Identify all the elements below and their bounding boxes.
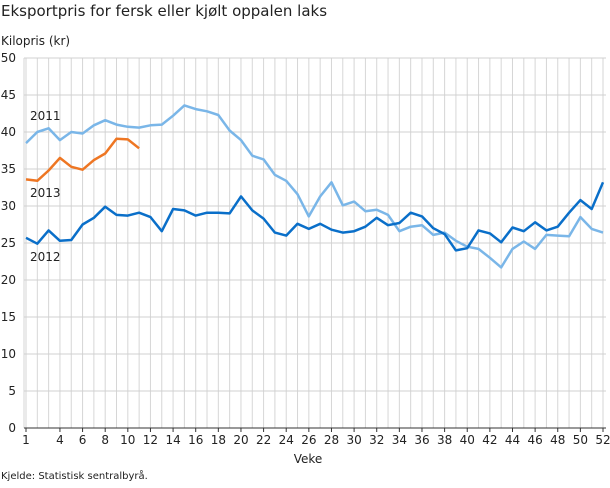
y-tick-label: 5	[8, 384, 16, 398]
y-tick-label: 20	[1, 273, 16, 287]
x-tick-label: 18	[211, 433, 226, 447]
y-tick-label: 35	[1, 162, 16, 176]
y-tick-label: 15	[1, 310, 16, 324]
x-tick-label: 4	[56, 433, 64, 447]
y-tick-label: 0	[8, 421, 16, 435]
x-tick-label: 36	[414, 433, 429, 447]
x-tick-label: 44	[505, 433, 520, 447]
y-tick-label: 10	[1, 347, 16, 361]
x-tick-label: 1	[22, 433, 30, 447]
series-label-2011: 2011	[30, 109, 61, 123]
x-tick-label: 20	[233, 433, 248, 447]
x-tick-label: 16	[188, 433, 203, 447]
series-label-2013: 2013	[30, 186, 61, 200]
x-tick-label: 48	[550, 433, 565, 447]
x-tick-label: 40	[460, 433, 475, 447]
x-tick-label: 12	[143, 433, 158, 447]
x-tick-label: 42	[482, 433, 497, 447]
x-tick-label: 38	[437, 433, 452, 447]
series-label-2012: 2012	[30, 250, 61, 264]
y-tick-label: 25	[1, 236, 16, 250]
series-line-2011	[25, 104, 604, 269]
x-tick-label: 14	[165, 433, 180, 447]
x-axis-label: Veke	[294, 452, 323, 466]
x-tick-label: 52	[595, 433, 610, 447]
y-axis-label: Kilopris (kr)	[1, 34, 71, 48]
x-tick-label: 34	[392, 433, 407, 447]
y-tick-label: 30	[1, 199, 16, 213]
x-tick-label: 22	[256, 433, 271, 447]
y-tick-label: 50	[1, 51, 16, 65]
series-line-2012	[25, 181, 605, 252]
x-tick-label: 30	[346, 433, 361, 447]
x-tick-label: 46	[527, 433, 542, 447]
x-tick-label: 50	[573, 433, 588, 447]
chart-title: Eksportpris for fersk eller kjølt oppale…	[1, 2, 328, 20]
source-note: Kjelde: Statistisk sentralbyrå.	[1, 471, 148, 482]
y-tick-label: 40	[1, 125, 16, 139]
x-tick-label: 26	[301, 433, 316, 447]
x-tick-label: 24	[279, 433, 294, 447]
x-tick-label: 28	[324, 433, 339, 447]
y-tick-label: 45	[1, 88, 16, 102]
x-tick-label: 32	[369, 433, 384, 447]
series-line-2013	[25, 137, 140, 183]
x-tick-label: 8	[101, 433, 109, 447]
x-tick-label: 10	[120, 433, 135, 447]
x-tick-label: 6	[79, 433, 87, 447]
